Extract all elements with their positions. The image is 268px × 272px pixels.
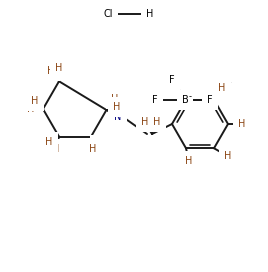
Text: H: H [153, 117, 161, 127]
Text: H: H [224, 151, 232, 161]
Text: H: H [31, 96, 39, 106]
Text: H: H [27, 104, 35, 114]
Text: H: H [113, 102, 121, 112]
Text: Cl: Cl [103, 9, 113, 19]
Text: H: H [52, 144, 60, 154]
Text: H: H [141, 117, 149, 127]
Text: H: H [89, 144, 97, 154]
Text: K: K [217, 82, 223, 92]
Text: N: N [114, 112, 122, 122]
Text: F: F [207, 95, 213, 105]
Text: H: H [146, 9, 154, 19]
Text: H: H [47, 66, 55, 76]
Text: H: H [218, 83, 226, 93]
Text: F: F [169, 75, 175, 85]
Text: H: H [238, 119, 246, 129]
Text: H: H [95, 140, 103, 150]
Text: F: F [152, 95, 158, 105]
Text: H: H [55, 63, 63, 73]
Text: H: H [111, 94, 119, 104]
Text: H: H [185, 156, 193, 166]
Text: N: N [114, 112, 122, 122]
Text: B: B [182, 95, 188, 105]
Text: +: + [225, 80, 231, 86]
Text: H: H [45, 137, 53, 147]
Text: -: - [189, 92, 192, 101]
